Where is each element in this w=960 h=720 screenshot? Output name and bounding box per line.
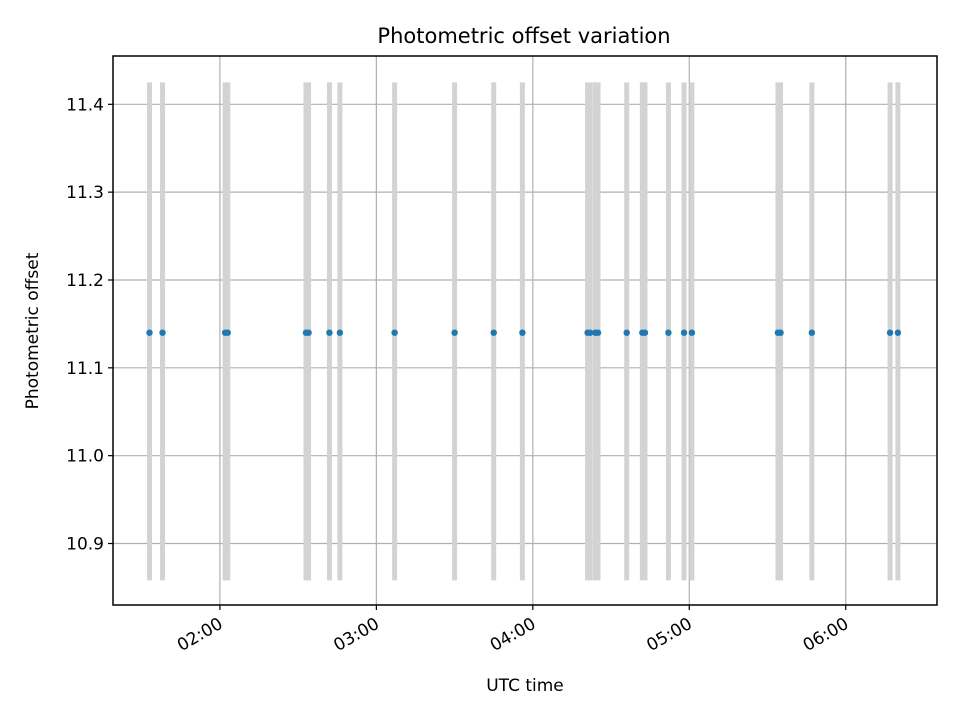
data-point [623, 329, 630, 336]
data-point [451, 329, 458, 336]
grid [113, 56, 937, 605]
x-tick-label: 05:00 [643, 614, 695, 656]
y-tick-label: 10.9 [66, 535, 104, 555]
y-tick-label: 11.4 [66, 95, 104, 115]
data-point [391, 329, 398, 336]
data-point [688, 329, 696, 336]
data-point [808, 329, 816, 336]
data-point [665, 329, 672, 336]
data-point [336, 329, 344, 336]
data-point [146, 329, 153, 336]
data-point [886, 329, 894, 336]
y-axis-label: Photometric offset [23, 252, 43, 409]
x-axis-ticks: 02:00 03:00 04:00 05:00 06:00 [174, 605, 852, 656]
x-tick-label: 04:00 [487, 614, 539, 656]
x-tick-label: 02:00 [174, 614, 226, 656]
y-tick-label: 11.1 [66, 359, 104, 379]
y-tick-label: 11.3 [66, 183, 104, 203]
data-point [777, 329, 784, 336]
plot-frame [112, 55, 938, 606]
x-tick-label: 03:00 [330, 614, 382, 656]
y-axis-ticks: 10.9 11.0 11.1 11.2 11.3 11.4 [66, 95, 113, 555]
data-point [305, 329, 312, 336]
data-point [490, 329, 497, 336]
data-point [680, 329, 688, 336]
data-point [224, 329, 231, 336]
data-point [894, 329, 902, 336]
x-tick-label: 06:00 [800, 614, 852, 656]
x-axis-label: UTC time [486, 676, 564, 696]
data-point [594, 329, 602, 336]
y-tick-label: 11.2 [66, 271, 104, 291]
data-points [146, 329, 902, 336]
data-point [326, 329, 333, 336]
data-point [586, 329, 594, 336]
data-point [159, 329, 166, 336]
data-point [641, 329, 649, 336]
chart-title: Photometric offset variation [377, 24, 670, 48]
data-point [519, 329, 526, 336]
y-tick-label: 11.0 [66, 447, 104, 467]
